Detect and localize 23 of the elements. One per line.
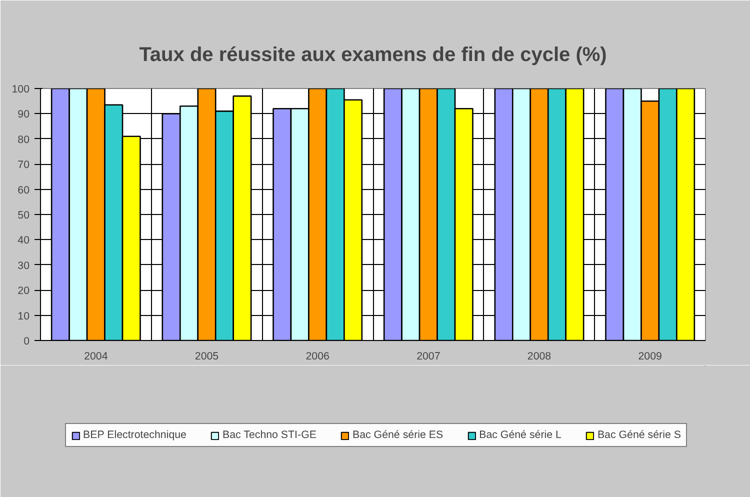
y-tick-label: 60 <box>18 184 30 196</box>
y-tick-label: 30 <box>18 260 30 272</box>
x-tick-label: 2008 <box>527 350 552 362</box>
x-tick-label: 2005 <box>194 350 219 362</box>
legend-label: BEP Electrotechnique <box>83 429 186 441</box>
x-tick-label: 2006 <box>306 350 330 362</box>
y-tick-label: 20 <box>18 285 30 298</box>
y-tick-label: 40 <box>18 234 30 247</box>
x-tick-label: 2004 <box>84 350 108 362</box>
x-tick-label: 2009 <box>638 350 662 362</box>
chart-title: Taux de réussite aux examens de fin de cycle (%) <box>139 44 607 66</box>
legend-label: Bac Techno STI-GE <box>222 429 316 441</box>
x-tick-label: 2007 <box>416 350 440 362</box>
legend-label: Bac Géné série ES <box>352 429 444 441</box>
y-tick-label: 100 <box>12 84 30 96</box>
y-tick-label: 0 <box>24 336 30 348</box>
y-tick-label: 10 <box>18 310 30 322</box>
y-tick-label: 70 <box>18 159 30 172</box>
legend-label: Bac Géné série L <box>479 429 562 441</box>
legend-label: Bac Géné série S <box>597 429 681 441</box>
y-tick-label: 90 <box>18 108 30 121</box>
y-tick-label: 80 <box>18 134 30 146</box>
y-tick-label: 50 <box>18 210 30 222</box>
